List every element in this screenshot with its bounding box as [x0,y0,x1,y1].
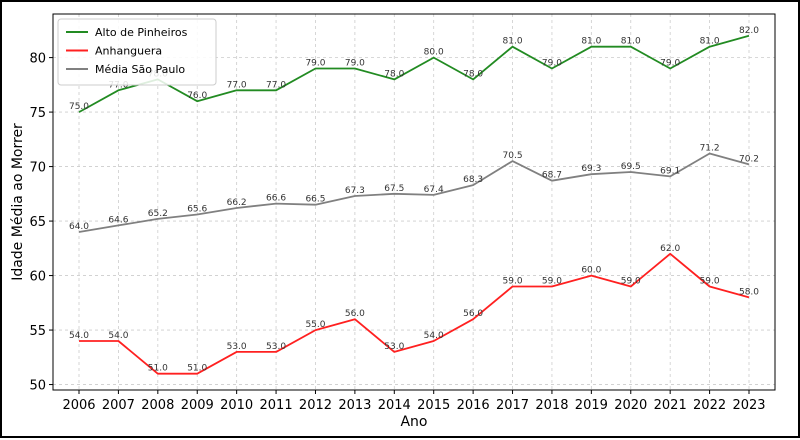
data-label: 59.0 [542,276,562,286]
x-tick-label: 2008 [141,398,174,413]
data-label: 69.5 [621,162,641,172]
x-tick-label: 2021 [654,398,687,413]
x-tick-label: 2015 [417,398,450,413]
data-label: 68.3 [463,175,483,185]
data-label: 66.2 [227,198,247,208]
data-label: 54.0 [69,331,89,341]
x-axis-title: Ano [400,414,427,430]
x-axis-ticks: 2006 2007 2008 2009 2010 2011 2012 2013 2014 2015… [62,390,766,413]
data-label: 53.0 [266,342,286,352]
data-label: 68.7 [542,171,562,181]
series-lines [78,34,750,375]
x-tick-label: 2010 [220,398,253,413]
data-label: 81.0 [503,37,523,47]
series-line [78,152,750,233]
data-label: 81.0 [581,37,601,47]
data-label: 80.0 [424,48,444,58]
x-tick-label: 2023 [732,398,765,413]
data-label: 77.0 [266,80,286,90]
y-axis-title: Idade Média ao Morrer [10,123,26,281]
data-label: 59.0 [700,276,720,286]
y-tick-label: 55 [29,324,46,339]
x-tick-label: 2018 [535,398,568,413]
x-tick-label: 2022 [693,398,726,413]
x-tick-label: 2006 [62,398,95,413]
data-label: 71.2 [700,144,720,154]
data-label: 70.5 [503,151,523,161]
data-label: 79.0 [345,58,365,68]
data-label: 59.0 [621,276,641,286]
legend-label: Anhanguera [95,45,162,58]
data-label: 53.0 [384,342,404,352]
legend-box [57,18,217,86]
data-label: 64.6 [108,215,128,225]
grid [53,14,775,390]
data-label: 79.0 [305,58,325,68]
series-line [79,252,750,375]
data-label: 51.0 [187,364,207,374]
data-label: 66.6 [266,194,286,204]
data-label: 81.0 [700,37,720,47]
data-label: 56.0 [463,309,483,319]
x-tick-label: 2019 [575,398,608,413]
legend: Alto de Pinheiros Anhanguera Média São Pau… [57,18,217,86]
data-label: 76.0 [187,91,207,101]
data-label: 81.0 [621,37,641,47]
data-label: 75.0 [69,102,89,112]
data-label: 69.1 [660,166,680,176]
legend-label: Alto de Pinheiros [95,26,188,39]
x-tick-label: 2011 [260,398,293,413]
legend-label: Média São Paulo [95,63,185,76]
y-axis-ticks: 50 55 60 65 70 75 80 [29,52,53,394]
data-label: 60.0 [581,266,601,276]
y-tick-label: 65 [29,215,46,230]
x-tick-label: 2016 [457,398,490,413]
data-label: 53.0 [227,342,247,352]
data-label: 78.0 [384,69,404,79]
x-tick-label: 2014 [378,398,411,413]
data-label: 58.0 [739,287,759,297]
data-label: 62.0 [660,244,680,254]
x-tick-label: 2013 [338,398,371,413]
data-label: 51.0 [148,364,168,374]
y-tick-label: 80 [29,52,46,67]
data-label: 66.5 [305,195,325,205]
x-tick-label: 2007 [102,398,135,413]
data-label: 67.5 [384,184,404,194]
x-tick-label: 2012 [299,398,332,413]
data-label: 78.0 [463,69,483,79]
data-label: 55.0 [305,320,325,330]
series-line [78,34,750,113]
y-tick-label: 50 [29,379,46,394]
x-tick-label: 2020 [614,398,647,413]
data-label: 77.0 [227,80,247,90]
data-label: 56.0 [345,309,365,319]
data-label: 54.0 [424,331,444,341]
data-labels: 75.077.078.076.077.077.079.079.078.080.0… [69,26,759,374]
data-label: 67.3 [345,186,365,196]
data-label: 64.0 [69,222,89,232]
y-tick-label: 60 [29,270,46,285]
y-tick-label: 75 [29,106,46,121]
plot-area [52,13,776,391]
data-label: 79.0 [542,58,562,68]
data-label: 59.0 [503,276,523,286]
data-label: 79.0 [660,58,680,68]
data-label: 65.2 [148,209,168,219]
y-tick-label: 70 [29,161,46,176]
data-label: 70.2 [739,154,759,164]
data-label: 82.0 [739,26,759,36]
x-tick-label: 2017 [496,398,529,413]
data-label: 65.6 [187,205,207,215]
data-label: 67.4 [424,185,444,195]
data-label: 69.3 [581,164,601,174]
data-label: 54.0 [108,331,128,341]
x-tick-label: 2009 [181,398,214,413]
